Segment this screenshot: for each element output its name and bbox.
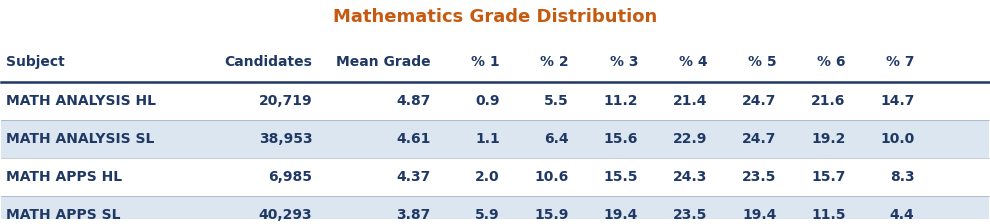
Text: 4.37: 4.37	[397, 170, 431, 184]
Text: MATH APPS SL: MATH APPS SL	[6, 208, 121, 222]
Text: % 4: % 4	[678, 55, 707, 69]
Text: 15.7: 15.7	[811, 170, 845, 184]
Text: 40,293: 40,293	[258, 208, 313, 222]
Text: 38,953: 38,953	[258, 132, 313, 146]
Text: 23.5: 23.5	[673, 208, 707, 222]
Text: 5.9: 5.9	[475, 208, 500, 222]
Text: % 6: % 6	[817, 55, 845, 69]
Text: % 2: % 2	[541, 55, 569, 69]
Text: 4.61: 4.61	[396, 132, 431, 146]
Text: 11.2: 11.2	[604, 94, 639, 108]
Text: 24.7: 24.7	[742, 132, 776, 146]
Text: % 7: % 7	[886, 55, 915, 69]
Text: Subject: Subject	[6, 55, 65, 69]
Text: % 1: % 1	[471, 55, 500, 69]
Text: % 3: % 3	[610, 55, 639, 69]
Text: 21.4: 21.4	[673, 94, 707, 108]
Text: 22.9: 22.9	[673, 132, 707, 146]
Text: 4.87: 4.87	[396, 94, 431, 108]
Text: % 5: % 5	[747, 55, 776, 69]
Text: 6.4: 6.4	[544, 132, 569, 146]
Bar	[1, 120, 989, 158]
Text: 8.3: 8.3	[890, 170, 915, 184]
Text: 0.9: 0.9	[475, 94, 500, 108]
Text: 10.0: 10.0	[880, 132, 915, 146]
Text: MATH APPS HL: MATH APPS HL	[6, 170, 123, 184]
Text: 6,985: 6,985	[268, 170, 313, 184]
Text: 2.0: 2.0	[475, 170, 500, 184]
Text: 11.5: 11.5	[811, 208, 845, 222]
Text: Candidates: Candidates	[225, 55, 313, 69]
Text: MATH ANALYSIS SL: MATH ANALYSIS SL	[6, 132, 154, 146]
Text: 19.2: 19.2	[811, 132, 845, 146]
Text: 1.1: 1.1	[475, 132, 500, 146]
Text: 4.4: 4.4	[890, 208, 915, 222]
Bar	[1, 196, 989, 224]
Bar	[1, 158, 989, 196]
Text: 23.5: 23.5	[742, 170, 776, 184]
Text: Mathematics Grade Distribution: Mathematics Grade Distribution	[333, 8, 657, 26]
Text: 19.4: 19.4	[742, 208, 776, 222]
Text: 10.6: 10.6	[535, 170, 569, 184]
Text: 24.7: 24.7	[742, 94, 776, 108]
Text: 14.7: 14.7	[880, 94, 915, 108]
Text: 15.6: 15.6	[604, 132, 639, 146]
Text: 19.4: 19.4	[604, 208, 639, 222]
Text: 15.5: 15.5	[604, 170, 639, 184]
Bar	[1, 82, 989, 120]
Text: 5.5: 5.5	[544, 94, 569, 108]
Text: 3.87: 3.87	[397, 208, 431, 222]
Text: 24.3: 24.3	[673, 170, 707, 184]
Text: 21.6: 21.6	[811, 94, 845, 108]
Text: Mean Grade: Mean Grade	[337, 55, 431, 69]
Text: MATH ANALYSIS HL: MATH ANALYSIS HL	[6, 94, 156, 108]
Text: 15.9: 15.9	[535, 208, 569, 222]
Text: 20,719: 20,719	[258, 94, 313, 108]
